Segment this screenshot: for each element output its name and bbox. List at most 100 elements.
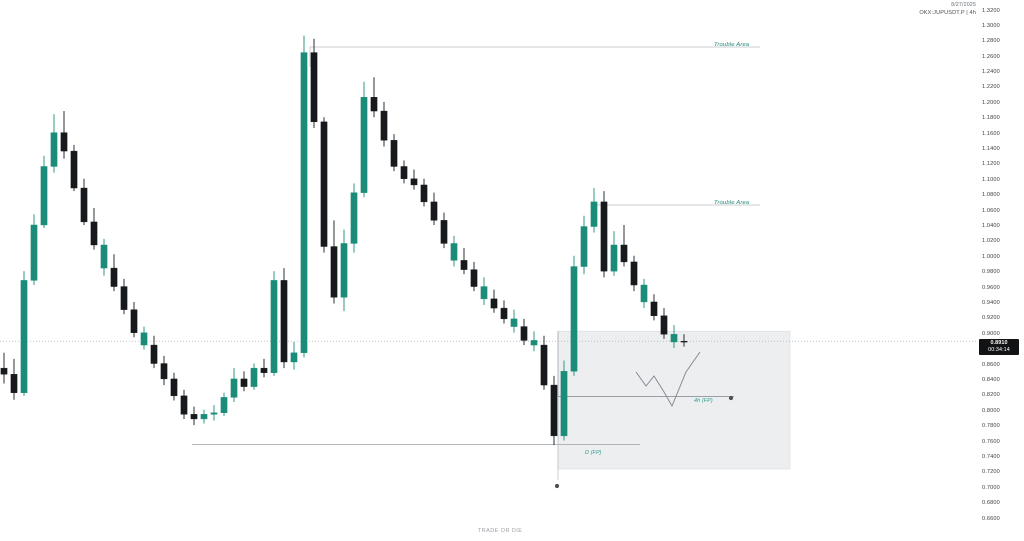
candle-body[interactable] xyxy=(610,244,618,272)
candle-body[interactable] xyxy=(510,318,518,327)
origin-anchor-dot[interactable] xyxy=(554,483,560,489)
candle-body[interactable] xyxy=(410,178,418,186)
candle-body[interactable] xyxy=(490,298,498,309)
price-axis-tick: 0.9200 xyxy=(982,315,1000,322)
candle-body[interactable] xyxy=(660,315,668,335)
candle-body[interactable] xyxy=(360,97,368,193)
candle-body[interactable] xyxy=(570,266,578,372)
header-date: 8/27/2025 xyxy=(951,2,976,8)
candle-body[interactable] xyxy=(650,301,658,317)
candle-body[interactable] xyxy=(670,334,678,343)
candle-body[interactable] xyxy=(620,244,628,263)
candle-body[interactable] xyxy=(220,397,228,413)
candle-body[interactable] xyxy=(590,201,598,227)
candle-body[interactable] xyxy=(110,267,118,287)
candle-body[interactable] xyxy=(120,286,128,310)
annotation-fp-4h[interactable]: 4h (FP) xyxy=(694,398,713,404)
brackets-layer xyxy=(309,46,760,225)
candle-body[interactable] xyxy=(370,97,378,112)
candle-body[interactable] xyxy=(80,187,88,223)
candle-body[interactable] xyxy=(530,340,538,346)
price-projection-path[interactable] xyxy=(635,351,701,408)
projection-target-dot[interactable] xyxy=(728,395,734,401)
candle-body[interactable] xyxy=(680,341,688,343)
price-axis-tick: 1.1000 xyxy=(982,176,1000,183)
annotation-trouble-area-2[interactable]: Trouble Area xyxy=(714,200,750,206)
candle-body[interactable] xyxy=(480,286,488,300)
price-axis-tick: 0.7200 xyxy=(982,469,1000,476)
candle-body[interactable] xyxy=(300,52,308,353)
candle-body[interactable] xyxy=(230,378,238,398)
candle-body[interactable] xyxy=(10,374,18,393)
candle-body[interactable] xyxy=(170,378,178,397)
candle-body[interactable] xyxy=(210,412,218,415)
candle-body[interactable] xyxy=(90,221,98,246)
candle-body[interactable] xyxy=(440,220,448,244)
candle-body[interactable] xyxy=(0,367,8,375)
candle-body[interactable] xyxy=(600,201,608,272)
price-axis-tick: 0.8000 xyxy=(982,407,1000,414)
price-axis-tick: 1.0800 xyxy=(982,192,1000,199)
price-axis-tick: 1.2000 xyxy=(982,99,1000,106)
candle-body[interactable] xyxy=(290,352,298,363)
candle-body[interactable] xyxy=(20,280,28,393)
candle-body[interactable] xyxy=(150,344,158,364)
candle-body[interactable] xyxy=(250,367,258,387)
candle-body[interactable] xyxy=(340,243,348,298)
candle-body[interactable] xyxy=(640,284,648,303)
candle-body[interactable] xyxy=(520,326,528,341)
trouble-area-bracket xyxy=(595,204,760,225)
candle-body[interactable] xyxy=(630,261,638,286)
candle-body[interactable] xyxy=(180,395,188,415)
candle-body[interactable] xyxy=(60,132,68,152)
candle-body[interactable] xyxy=(190,414,198,420)
candle-body[interactable] xyxy=(70,150,78,189)
candle-body[interactable] xyxy=(470,269,478,287)
candle-body[interactable] xyxy=(400,166,408,179)
candle-body[interactable] xyxy=(560,371,568,437)
price-axis-tick: 0.9800 xyxy=(982,269,1000,276)
price-axis-tick: 1.2800 xyxy=(982,38,1000,45)
markers-layer xyxy=(554,395,734,489)
candle-body[interactable] xyxy=(40,166,48,226)
price-axis-tick: 1.0600 xyxy=(982,207,1000,214)
candle-body[interactable] xyxy=(320,121,328,247)
candle-body[interactable] xyxy=(280,280,288,363)
candle-body[interactable] xyxy=(430,201,438,221)
horizontal-lines-layer xyxy=(0,331,978,480)
candle-body[interactable] xyxy=(310,52,318,123)
annotation-fp-d[interactable]: D (FP) xyxy=(585,450,602,456)
candle-body[interactable] xyxy=(130,309,138,333)
candle-body[interactable] xyxy=(100,244,108,269)
candle-body[interactable] xyxy=(330,246,338,298)
price-axis-tick: 0.7600 xyxy=(982,438,1000,445)
candle-body[interactable] xyxy=(160,363,168,380)
candle-body[interactable] xyxy=(460,260,468,270)
price-axis-tick: 0.6600 xyxy=(982,515,1000,522)
candle-body[interactable] xyxy=(390,140,398,167)
header-symbol[interactable]: OKX:JUPUSDT.P | 4h xyxy=(919,10,976,16)
candle-body[interactable] xyxy=(240,378,248,387)
candle-body[interactable] xyxy=(420,184,428,203)
candle-body[interactable] xyxy=(550,384,558,437)
price-axis-tick: 0.7800 xyxy=(982,423,1000,430)
candle-body[interactable] xyxy=(380,110,388,141)
candle-body[interactable] xyxy=(270,280,278,373)
candle-body[interactable] xyxy=(260,367,268,373)
candle-body[interactable] xyxy=(500,307,508,320)
candle-body[interactable] xyxy=(30,224,38,281)
price-axis-tick: 1.1800 xyxy=(982,115,1000,122)
candle-body[interactable] xyxy=(580,226,588,267)
projection-layer xyxy=(635,351,701,408)
annotation-trouble-area-1[interactable]: Trouble Area xyxy=(714,42,750,48)
candle-body[interactable] xyxy=(50,132,58,167)
trouble-area-bracket xyxy=(309,46,760,67)
candle-body[interactable] xyxy=(140,332,148,346)
candle-body[interactable] xyxy=(350,192,358,244)
price-axis-tick: 0.9000 xyxy=(982,330,1000,337)
candle-body[interactable] xyxy=(200,414,208,420)
price-axis[interactable]: 0.8910 00:34:14 1.3200 1.3000 1.2800 1.2600… xyxy=(978,0,1024,541)
candle-body[interactable] xyxy=(450,243,458,261)
candle-body[interactable] xyxy=(540,344,548,386)
